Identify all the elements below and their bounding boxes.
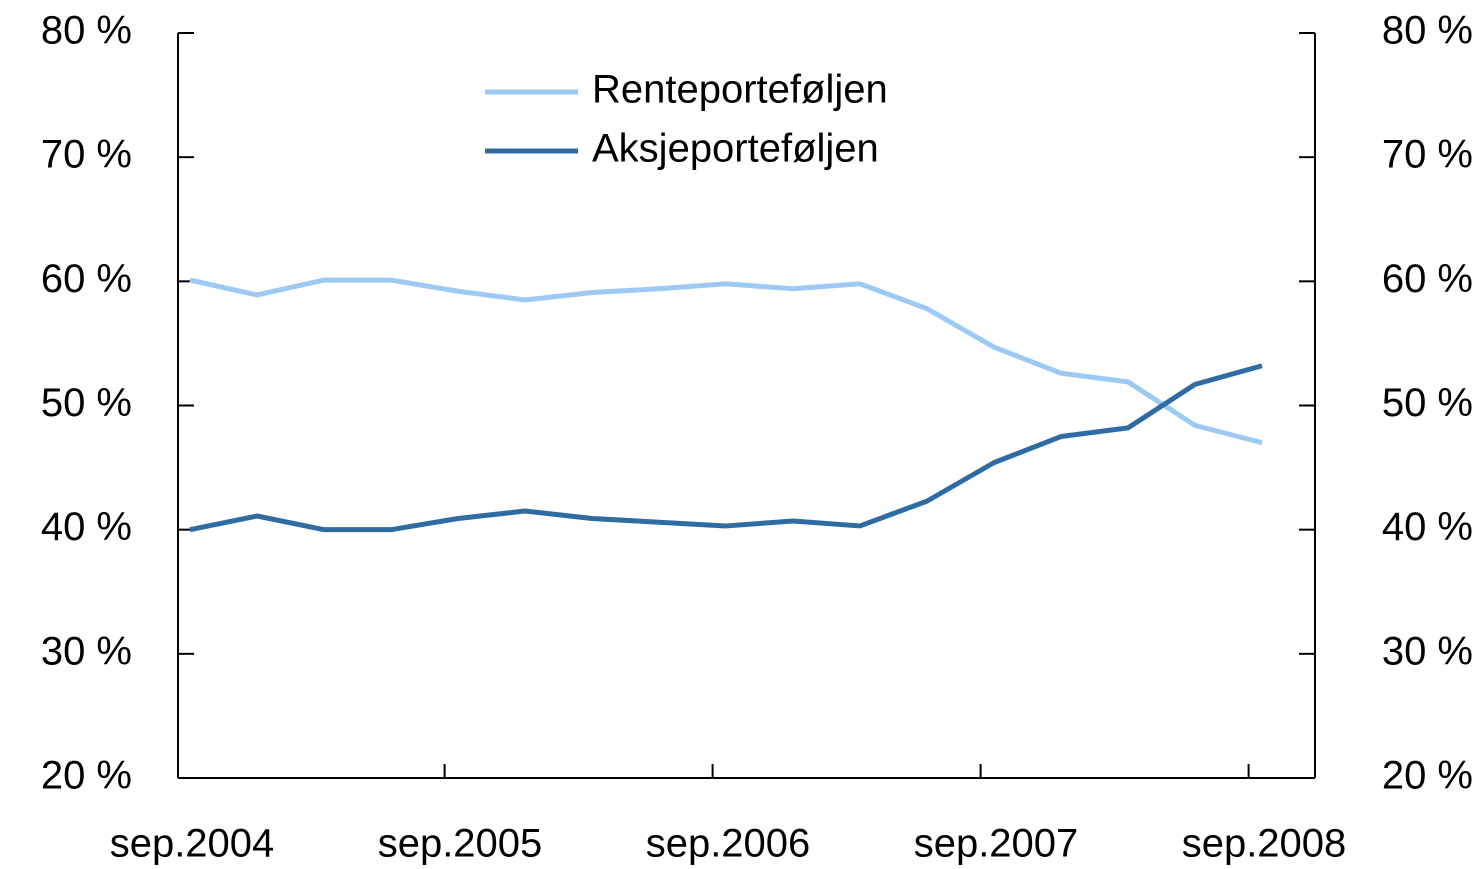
x-tick-label: sep.2008 bbox=[1182, 822, 1347, 866]
legend-label: Renteporteføljen bbox=[592, 68, 888, 112]
series-line bbox=[189, 363, 1263, 533]
y-tick-label: 60 % bbox=[41, 257, 132, 301]
y2-tick-label: 40 % bbox=[1382, 505, 1473, 549]
y2-tick-label: 30 % bbox=[1382, 629, 1473, 673]
x-tick-label: sep.2006 bbox=[646, 822, 811, 866]
y-tick-label: 80 % bbox=[41, 9, 132, 53]
y2-tick-label: 60 % bbox=[1382, 257, 1473, 301]
y-tick-label: 30 % bbox=[41, 629, 132, 673]
legend-label: Aksjeporteføljen bbox=[592, 127, 879, 171]
y2-tick-label: 80 % bbox=[1382, 9, 1473, 53]
y-tick-label: 50 % bbox=[41, 381, 132, 425]
x-tick-label: sep.2007 bbox=[914, 822, 1079, 866]
y2-tick-label: 70 % bbox=[1382, 133, 1473, 177]
y2-tick-label: 20 % bbox=[1382, 754, 1473, 798]
y-tick-label: 70 % bbox=[41, 133, 132, 177]
y-tick-label: 40 % bbox=[41, 505, 132, 549]
y2-tick-label: 50 % bbox=[1382, 381, 1473, 425]
x-tick-label: sep.2005 bbox=[378, 822, 543, 866]
x-tick-label: sep.2004 bbox=[110, 822, 275, 866]
series-line bbox=[189, 277, 1263, 446]
y-tick-label: 20 % bbox=[41, 754, 132, 798]
